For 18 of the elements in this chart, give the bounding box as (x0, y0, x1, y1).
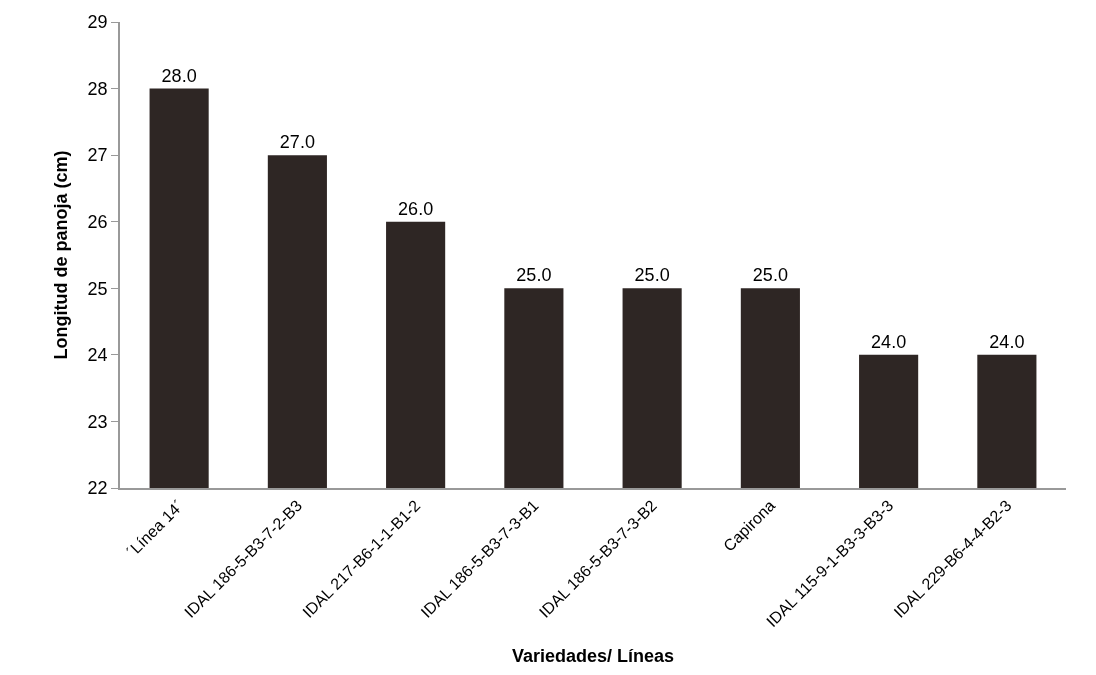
y-tick-label: 28 (87, 78, 108, 99)
data-label: 24.0 (989, 331, 1025, 352)
data-label: 24.0 (871, 331, 907, 352)
y-tick-label: 29 (87, 12, 108, 33)
data-label: 25.0 (516, 265, 552, 286)
data-label: 25.0 (752, 265, 788, 286)
data-label: 27.0 (279, 132, 315, 153)
x-axis-title: Variedades/ Líneas (511, 645, 675, 666)
y-axis-title: Longitud de panoja (cm) (51, 150, 72, 360)
y-tick-label: 24 (87, 345, 108, 366)
y-tick-label: 22 (87, 478, 108, 499)
y-tick-label: 25 (87, 278, 108, 299)
y-tick-label: 27 (87, 145, 108, 166)
data-label: 26.0 (398, 198, 434, 219)
y-tick-label: 23 (87, 411, 108, 432)
data-label: 28.0 (161, 65, 197, 86)
y-tick-label: 26 (87, 212, 108, 233)
data-label: 25.0 (634, 265, 670, 286)
